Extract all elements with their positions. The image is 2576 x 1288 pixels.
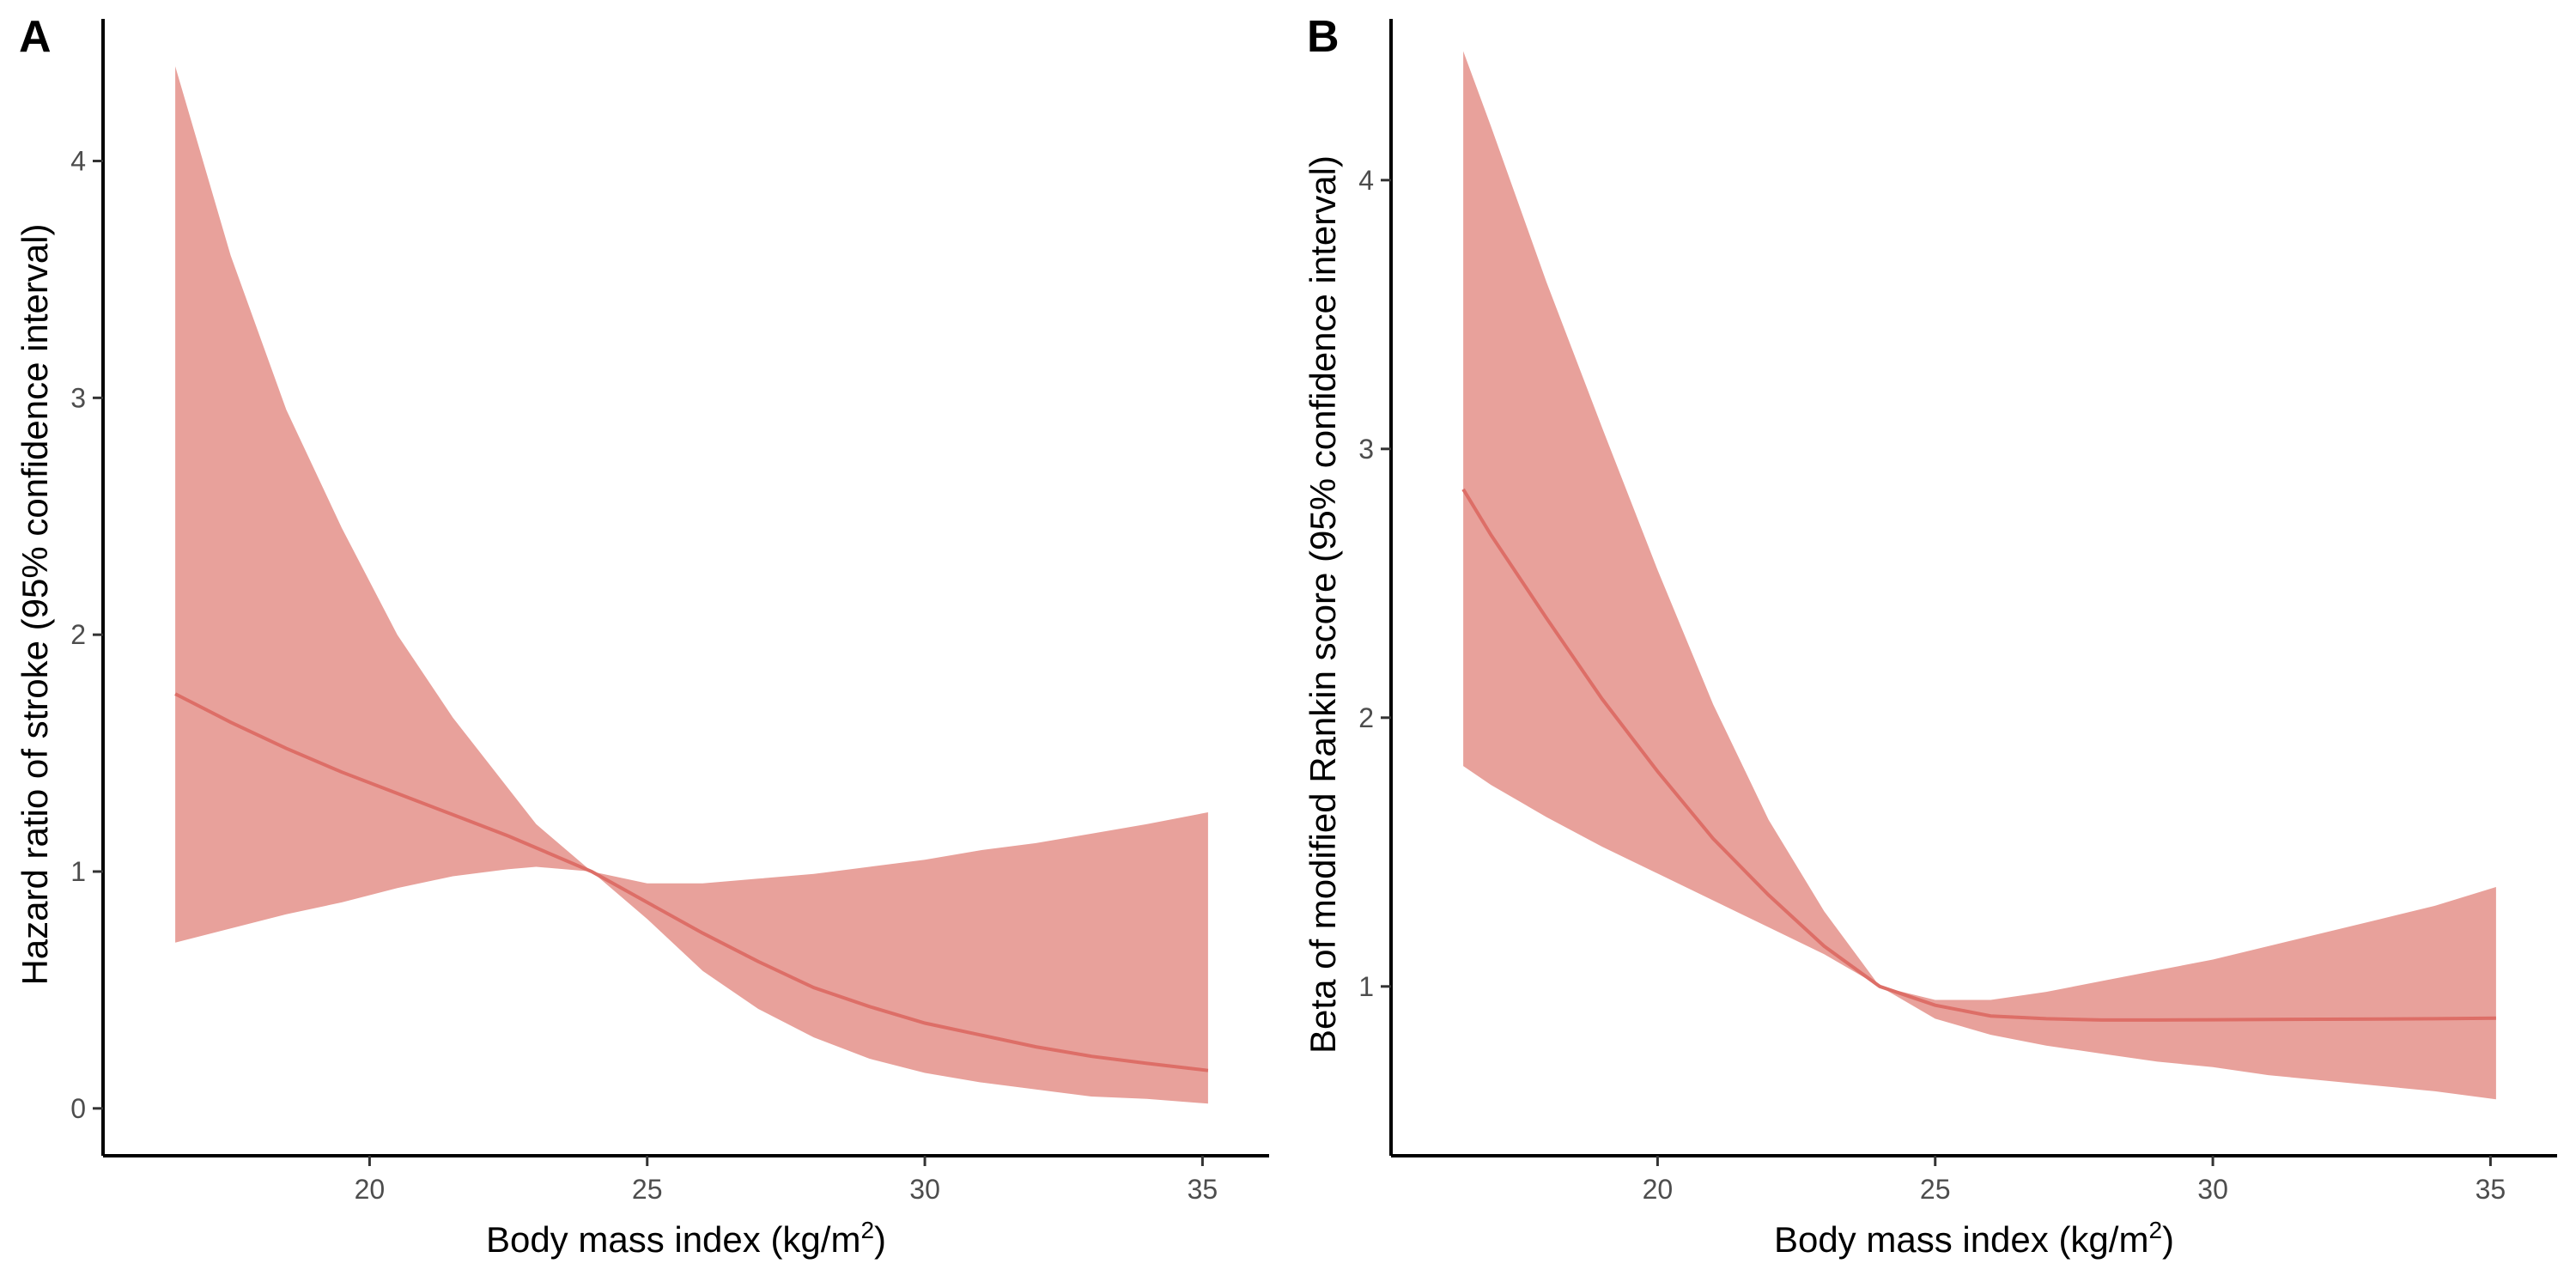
y-tick-label: 0 bbox=[70, 1093, 86, 1124]
y-tick-label: 1 bbox=[70, 856, 86, 887]
panel-b: 20 25 30 35 1 2 3 4 Body mass index (kg/m2) Beta … bbox=[1303, 12, 2557, 1260]
y-tick-label: 3 bbox=[1358, 434, 1374, 465]
panel-label: B bbox=[1307, 12, 1340, 62]
y-tick-label: 2 bbox=[1358, 702, 1374, 733]
y-tick-label: 3 bbox=[70, 382, 86, 413]
x-axis-title: Body mass index (kg/m2) bbox=[486, 1217, 886, 1260]
estimate-line bbox=[1461, 488, 2496, 1022]
x-tick-label: 30 bbox=[2197, 1174, 2228, 1205]
x-tick-label: 30 bbox=[909, 1174, 940, 1205]
y-tick-label: 2 bbox=[70, 619, 86, 650]
confidence-band bbox=[175, 66, 1208, 1104]
x-axis-title: Body mass index (kg/m2) bbox=[1774, 1217, 2174, 1260]
y-axis-title: Hazard ratio of stroke (95% confidence i… bbox=[15, 223, 55, 985]
y-tick-label: 1 bbox=[1358, 971, 1374, 1002]
x-tick-label: 25 bbox=[1920, 1174, 1951, 1205]
x-tick-label: 20 bbox=[355, 1174, 386, 1205]
estimate-line bbox=[174, 692, 1209, 1072]
x-tick-label: 35 bbox=[2476, 1174, 2506, 1205]
y-tick-label: 4 bbox=[70, 146, 86, 177]
y-axis-title: Beta of modified Rankin score (95% confi… bbox=[1303, 155, 1343, 1054]
confidence-band bbox=[1463, 51, 2496, 1100]
panel-label: A bbox=[19, 12, 52, 62]
x-tick-label: 20 bbox=[1643, 1174, 1674, 1205]
y-tick-label: 4 bbox=[1358, 165, 1374, 196]
panel-a: 20 25 30 35 0 1 2 3 4 Body mass index (kg/m2) Haza… bbox=[15, 12, 1269, 1260]
x-tick-label: 35 bbox=[1188, 1174, 1218, 1205]
x-tick-label: 25 bbox=[632, 1174, 663, 1205]
